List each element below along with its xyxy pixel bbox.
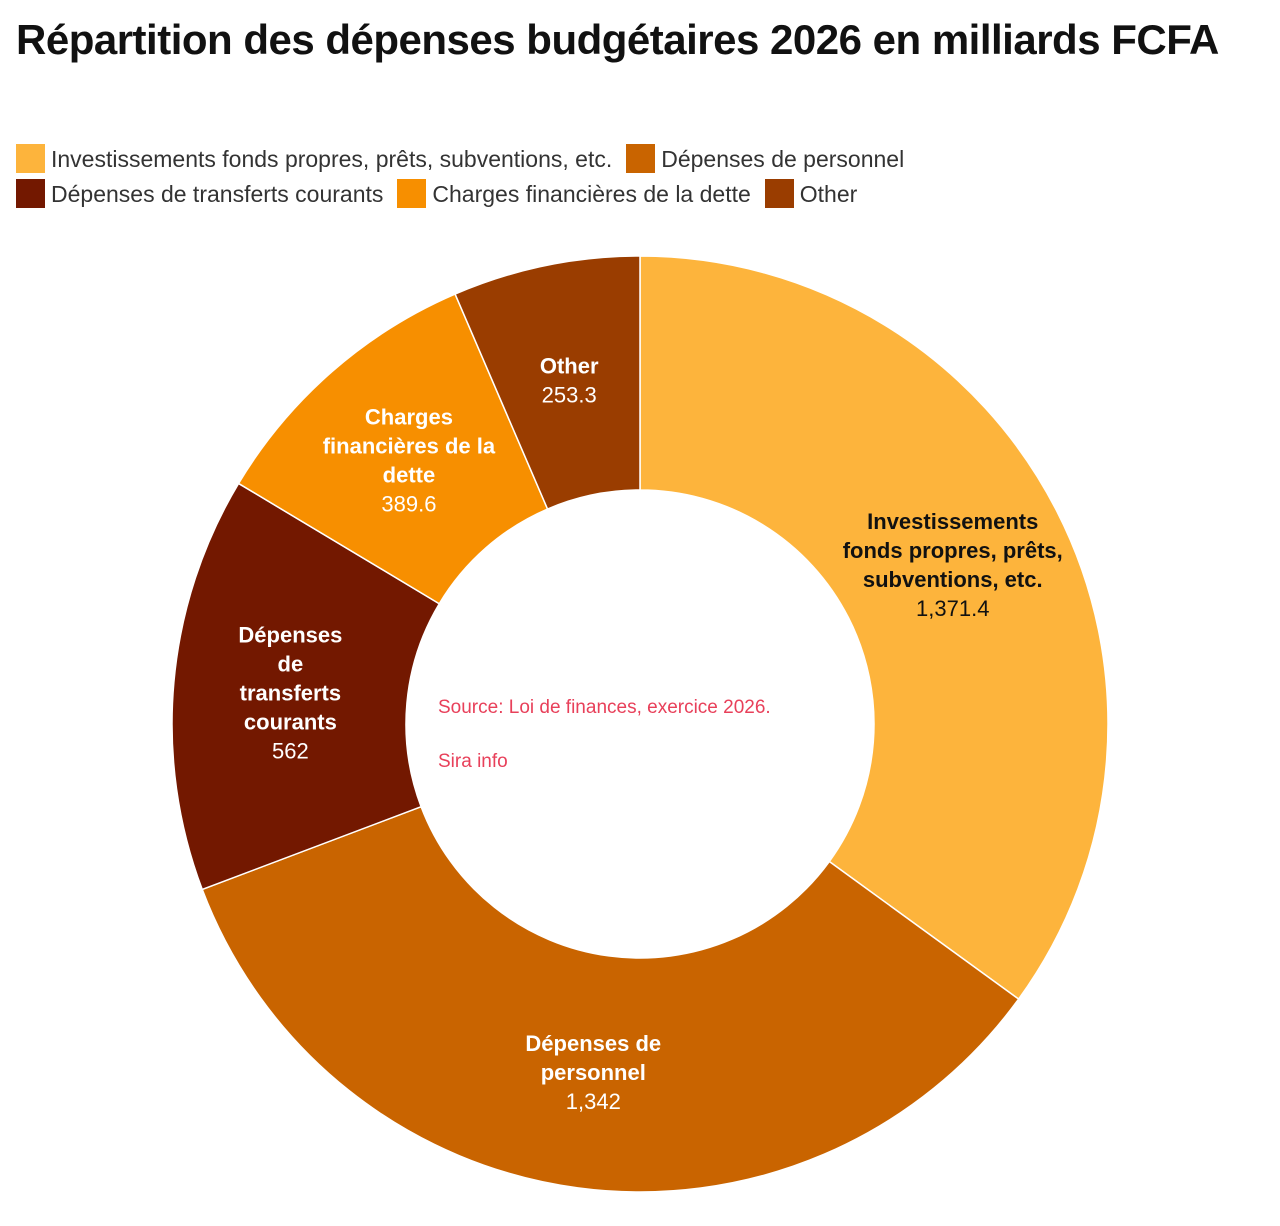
slice-label: Charges [365, 404, 453, 429]
slice-value-label: 253.3 [542, 383, 597, 408]
slice-value-label: 562 [272, 739, 309, 764]
chart-title: Répartition des dépenses budgétaires 202… [16, 16, 1219, 63]
legend-item[interactable]: Charges financières de la dette [397, 177, 751, 212]
slice-label: subventions, etc. [863, 567, 1043, 592]
legend-item[interactable]: Dépenses de transferts courants [16, 177, 383, 212]
donut-slice[interactable] [201, 805, 1020, 1193]
legend: Investissements fonds propres, prêts, su… [16, 142, 1216, 212]
slice-value-label: 389.6 [381, 491, 436, 516]
donut-slice[interactable] [639, 255, 1109, 1001]
legend-swatch [16, 179, 45, 208]
donut-slice[interactable] [237, 293, 549, 605]
legend-label: Dépenses de transferts courants [51, 181, 384, 207]
legend-item[interactable]: Other [764, 177, 858, 212]
legend-swatch [626, 144, 656, 173]
legend-item[interactable]: Investissements fonds propres, prêts, su… [16, 142, 612, 177]
slice-label: Other [540, 354, 599, 379]
legend-label: Dépenses de personnel [661, 146, 905, 172]
slice-label: fonds propres, prêts, [843, 538, 1063, 563]
legend-label: Investissements fonds propres, prêts, su… [51, 146, 613, 172]
donut-slice[interactable] [454, 255, 641, 511]
legend-swatch [764, 179, 794, 208]
slice-label: dette [383, 462, 436, 487]
legend-item[interactable]: Dépenses de personnel [626, 142, 904, 177]
legend-label: Other [799, 181, 858, 207]
legend-label: Charges financières de la dette [432, 181, 751, 207]
legend-swatch [16, 144, 45, 173]
donut-slice[interactable] [171, 482, 441, 891]
slice-label: personnel [541, 1060, 646, 1085]
slice-value-label: 1,371.4 [916, 596, 989, 621]
slice-label: Investissements [867, 509, 1038, 534]
slice-label: de [278, 652, 304, 677]
legend-swatch [397, 179, 427, 208]
credit-note: Sira info [438, 751, 508, 772]
source-note: Source: Loi de finances, exercice 2026. [438, 697, 771, 718]
slice-label: transferts [240, 681, 341, 706]
slice-label: Dépenses de [525, 1031, 661, 1056]
slice-value-label: 1,342 [566, 1089, 621, 1114]
slice-label: financières de la [323, 433, 496, 458]
slice-label: Dépenses [238, 623, 342, 648]
slice-label: courants [244, 710, 337, 735]
